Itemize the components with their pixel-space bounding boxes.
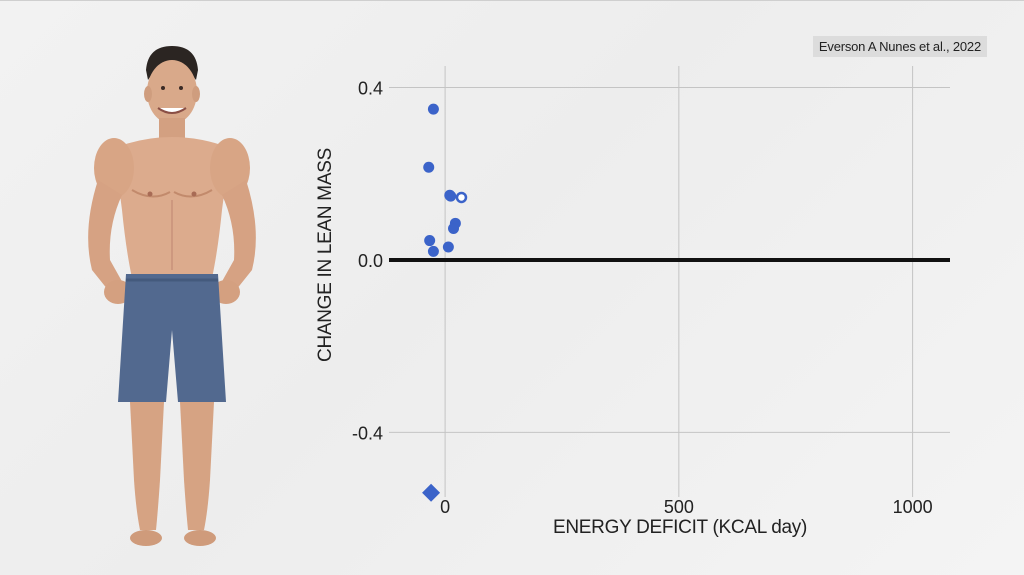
data-point xyxy=(423,161,435,173)
citation-label: Everson A Nunes et al., 2022 xyxy=(812,36,987,57)
man-illustration xyxy=(88,46,256,546)
y-tick-label: 0.0 xyxy=(358,251,383,271)
data-point xyxy=(427,103,439,115)
data-point xyxy=(424,235,436,247)
data-point xyxy=(445,190,457,202)
x-tick-label: 0 xyxy=(440,497,450,517)
y-tick-label: 0.4 xyxy=(358,79,383,99)
y-axis-label: CHANGE IN LEAN MASS xyxy=(315,148,336,362)
data-point-open xyxy=(455,191,468,204)
tick-labels: 0 500 1000 0.4 0.0 -0.4 xyxy=(352,79,933,517)
data-point xyxy=(427,245,439,257)
data-point-diamond xyxy=(422,483,441,502)
top-border xyxy=(0,0,1024,1)
data-points xyxy=(422,103,468,502)
data-point xyxy=(448,222,460,234)
x-tick-label: 1000 xyxy=(893,497,933,517)
y-tick-label: -0.4 xyxy=(352,423,383,443)
grid-lines xyxy=(389,66,950,497)
data-point xyxy=(442,241,454,253)
x-axis-label: ENERGY DEFICIT (KCAL day) xyxy=(553,517,807,538)
x-tick-label: 500 xyxy=(664,497,694,517)
